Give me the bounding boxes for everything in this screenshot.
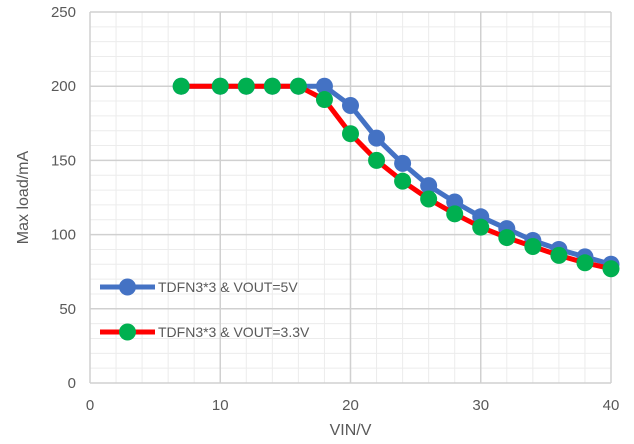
x-tick-label: 0: [86, 397, 94, 414]
series-layer: [172, 77, 620, 278]
data-point: [524, 237, 542, 255]
legend-item: TDFN3*3 & VOUT=3.3V: [100, 323, 310, 341]
legend-marker: [119, 323, 136, 341]
y-axis-title: Max load/mA: [15, 150, 32, 244]
y-tick-label: 100: [51, 227, 76, 244]
data-point: [498, 229, 516, 247]
x-tick-label: 30: [472, 397, 489, 414]
x-tick-label: 20: [342, 397, 359, 414]
y-tick-label: 150: [51, 152, 76, 169]
data-point: [420, 190, 438, 208]
data-point: [172, 77, 190, 95]
data-point: [394, 154, 412, 172]
x-tick-label: 40: [603, 397, 620, 414]
series-2: [172, 77, 620, 278]
legend-marker: [119, 278, 136, 296]
data-point: [368, 129, 386, 147]
data-point: [472, 218, 490, 236]
data-point: [368, 151, 386, 169]
data-point: [602, 260, 620, 278]
y-tick-label: 50: [59, 301, 76, 318]
data-point: [446, 205, 464, 223]
axes: 0 10 20 30 40 0 50 100 150 200 250: [51, 4, 619, 414]
data-point: [550, 246, 568, 264]
y-tick-label: 250: [51, 4, 76, 21]
data-point: [394, 172, 412, 190]
legend-label: TDFN3*3 & VOUT=5V: [158, 279, 298, 295]
legend-item: TDFN3*3 & VOUT=5V: [100, 278, 298, 296]
y-tick-label: 0: [68, 375, 76, 392]
x-tick-label: 10: [212, 397, 229, 414]
x-axis-title: VIN/V: [330, 422, 372, 439]
legend-label: TDFN3*3 & VOUT=3.3V: [158, 324, 310, 340]
y-tick-label: 200: [51, 78, 76, 95]
data-point: [342, 125, 359, 143]
grid: [89, 11, 612, 384]
data-point: [289, 77, 307, 95]
data-point: [420, 177, 438, 195]
data-point: [315, 91, 333, 109]
data-point: [237, 77, 255, 95]
data-point: [211, 77, 229, 95]
data-point: [576, 254, 594, 272]
data-point: [342, 96, 359, 114]
data-point: [446, 193, 464, 211]
data-point: [315, 77, 333, 95]
legend: TDFN3*3 & VOUT=5V TDFN3*3 & VOUT=3.3V: [100, 278, 310, 341]
data-point: [263, 77, 281, 95]
